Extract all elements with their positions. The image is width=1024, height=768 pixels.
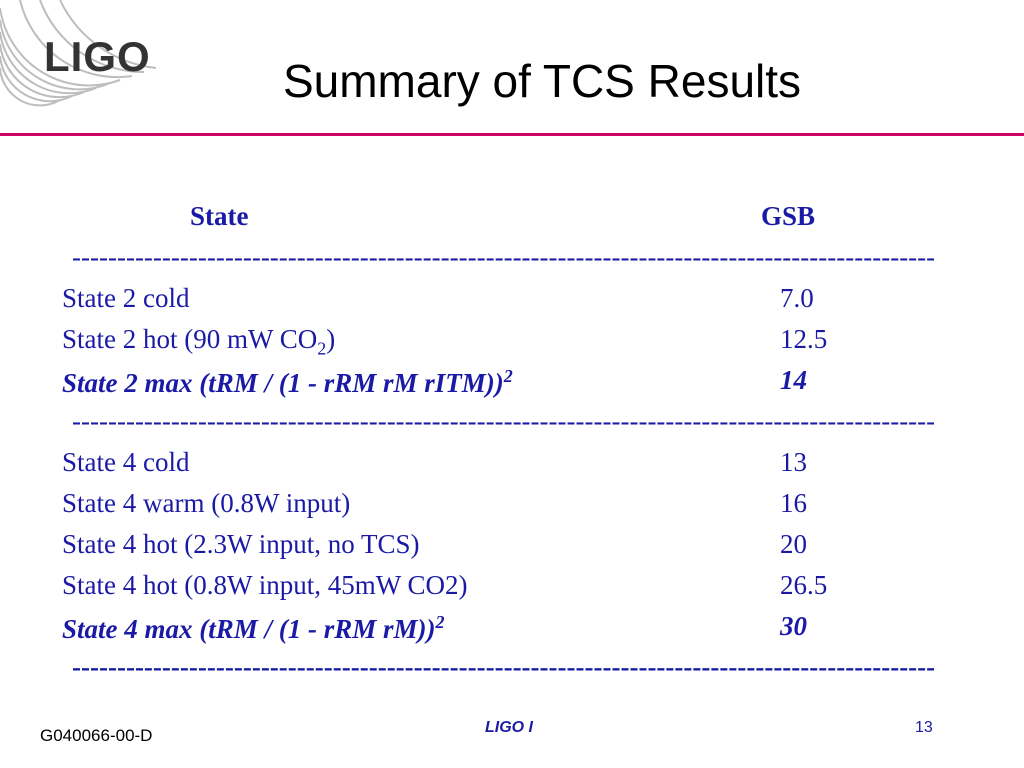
row-gsb: 30 xyxy=(780,611,807,641)
separator-line: ----------------------------------------… xyxy=(72,654,934,681)
column-header-gsb: GSB xyxy=(761,201,816,231)
row-state-text: State 2 hot (90 mW CO xyxy=(62,324,318,354)
row-state-subscript: 2 xyxy=(317,338,327,359)
row-state-superscript: 2 xyxy=(503,366,513,386)
row-gsb: 7.0 xyxy=(780,283,814,313)
ligo-logo: LIGO xyxy=(44,33,151,80)
logo-arcs-decoration xyxy=(0,0,157,107)
separator-line: ----------------------------------------… xyxy=(72,244,934,271)
row-state: State 4 cold xyxy=(62,447,190,477)
title-divider xyxy=(0,133,1024,136)
row-state: State 4 hot (0.8W input, 45mW CO2) xyxy=(62,570,468,600)
row-state: State 2 hot (90 mW CO2) xyxy=(62,324,336,359)
separator-line: ----------------------------------------… xyxy=(72,408,934,435)
column-header-state: State xyxy=(190,201,249,231)
row-state-superscript: 2 xyxy=(435,612,445,632)
row-state-text: State 2 max (tRM / (1 - rRM rM rITM)) xyxy=(62,368,504,398)
row-gsb: 14 xyxy=(780,365,807,395)
slide-title: Summary of TCS Results xyxy=(282,55,802,107)
row-state: State 4 max (tRM / (1 - rRM rM))2 xyxy=(62,613,445,643)
row-gsb: 26.5 xyxy=(780,570,828,600)
row-state: State 2 cold xyxy=(62,283,190,313)
row-state-tail: ) xyxy=(326,324,336,354)
row-gsb: 20 xyxy=(780,529,807,559)
document-id: G040066-00-D xyxy=(40,726,153,745)
row-state: State 4 hot (2.3W input, no TCS) xyxy=(62,529,420,559)
row-state: State 4 warm (0.8W input) xyxy=(62,488,351,518)
row-state: State 2 max (tRM / (1 - rRM rM rITM))2 xyxy=(62,367,513,397)
footer-label: LIGO I xyxy=(485,719,533,736)
row-gsb: 16 xyxy=(780,488,807,518)
row-state-text: State 4 max (tRM / (1 - rRM rM)) xyxy=(62,614,436,644)
page-number: 13 xyxy=(915,719,933,736)
row-gsb: 12.5 xyxy=(780,324,828,354)
row-gsb: 13 xyxy=(780,447,807,477)
